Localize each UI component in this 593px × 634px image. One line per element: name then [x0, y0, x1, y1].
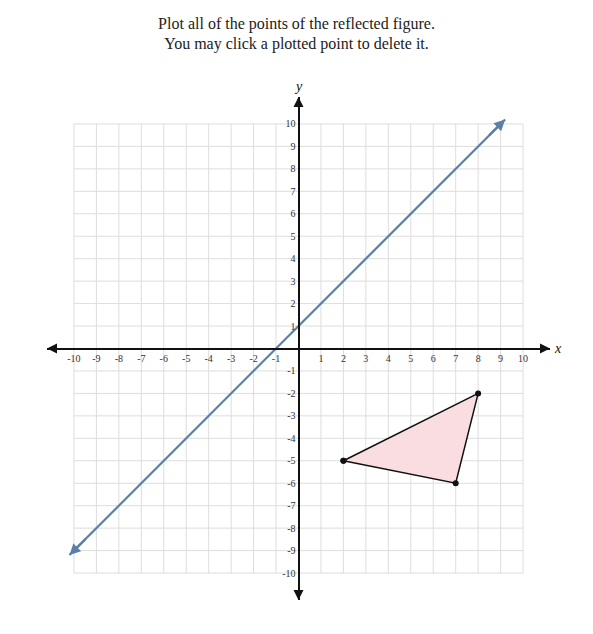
svg-text:4: 4 [386, 353, 391, 364]
svg-text:-4: -4 [287, 433, 295, 444]
svg-text:10: 10 [518, 353, 528, 364]
svg-text:6: 6 [431, 353, 436, 364]
svg-text:-10: -10 [282, 568, 295, 579]
svg-text:10: 10 [286, 118, 296, 129]
svg-text:5: 5 [291, 231, 296, 242]
svg-text:3: 3 [291, 276, 296, 287]
svg-text:-7: -7 [287, 500, 295, 511]
svg-text:8: 8 [476, 353, 481, 364]
svg-text:9: 9 [498, 353, 503, 364]
svg-text:4: 4 [291, 253, 296, 264]
svg-text:5: 5 [408, 353, 413, 364]
svg-text:-2: -2 [287, 388, 295, 399]
svg-text:-8: -8 [115, 353, 123, 364]
svg-text:y: y [294, 79, 303, 94]
svg-text:-2: -2 [249, 353, 257, 364]
svg-text:-1: -1 [287, 365, 295, 376]
svg-text:8: 8 [291, 163, 296, 174]
svg-text:-5: -5 [287, 455, 295, 466]
svg-text:-9: -9 [92, 353, 100, 364]
svg-text:-3: -3 [227, 353, 235, 364]
svg-text:7: 7 [453, 353, 458, 364]
svg-text:1: 1 [291, 321, 296, 332]
svg-text:3: 3 [363, 353, 368, 364]
svg-text:-5: -5 [182, 353, 190, 364]
svg-text:-6: -6 [287, 478, 295, 489]
svg-text:7: 7 [291, 186, 296, 197]
svg-text:-6: -6 [160, 353, 168, 364]
svg-text:x: x [554, 341, 562, 356]
svg-text:-9: -9 [287, 545, 295, 556]
svg-text:-10: -10 [67, 353, 80, 364]
svg-text:9: 9 [291, 141, 296, 152]
svg-text:1: 1 [318, 353, 323, 364]
svg-text:Plot all of the points of the: Plot all of the points of the reflected … [158, 15, 435, 54]
svg-text:-7: -7 [137, 353, 145, 364]
svg-text:-8: -8 [287, 523, 295, 534]
svg-text:2: 2 [291, 298, 296, 309]
svg-text:-4: -4 [205, 353, 213, 364]
svg-text:6: 6 [291, 208, 296, 219]
svg-text:2: 2 [341, 353, 346, 364]
svg-text:-1: -1 [272, 353, 280, 364]
svg-text:-3: -3 [287, 410, 295, 421]
